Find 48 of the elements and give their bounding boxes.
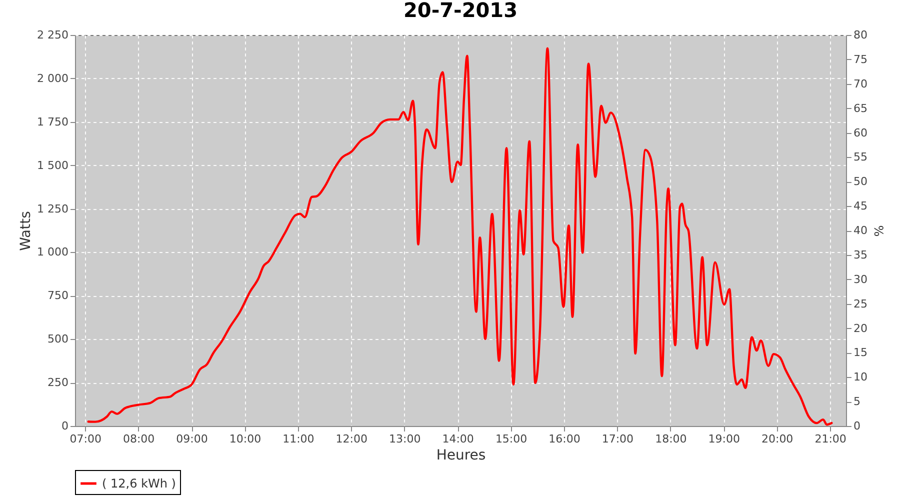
x-axis-title: Heures: [436, 448, 486, 464]
x-tick-label: 20:00: [761, 432, 794, 446]
line-series: [87, 47, 833, 426]
y-tick-label: 0: [62, 420, 68, 432]
y-tick-label: 1 250: [37, 202, 68, 216]
x-tick-label: 19:00: [708, 432, 740, 446]
y-tick-label: 250: [48, 376, 68, 390]
y2-tick-label: 30: [854, 272, 868, 286]
x-tick-label: 07:00: [70, 432, 102, 446]
legend-label: ( 12,6 kWh ): [102, 476, 176, 490]
y2-axis-title: %: [871, 225, 886, 237]
chart-title: 20-7-2013: [403, 0, 518, 22]
y2-tick-label: 50: [854, 175, 868, 188]
x-tick-label: 15:00: [495, 432, 528, 446]
x-tick-label: 14:00: [442, 432, 474, 446]
x-tick-label: 17:00: [602, 432, 634, 446]
y2-tick-label: 45: [854, 200, 868, 213]
y2-tick-label: 35: [854, 248, 868, 262]
y-axis-title: Watts: [18, 211, 34, 251]
y-tick-label: 2 000: [37, 72, 68, 85]
x-tick-label: 21:00: [814, 432, 846, 446]
y-tick-label: 2 250: [37, 28, 68, 42]
x-tick-label: 18:00: [655, 432, 687, 446]
y-tick-label: 1 750: [37, 115, 68, 128]
x-tick-label: 13:00: [389, 432, 421, 446]
y2-tick-label: 5: [854, 395, 860, 408]
x-tick-label: 08:00: [122, 432, 155, 446]
x-tick-label: 12:00: [336, 432, 368, 446]
y2-tick-label: 15: [854, 346, 868, 360]
y2-tick-label: 60: [854, 126, 868, 140]
y2-tick-label: 0: [854, 420, 860, 432]
y-tick-label: 1 000: [37, 246, 68, 259]
y2-tick-label: 80: [854, 28, 868, 42]
y2-tick-label: 65: [854, 102, 868, 115]
x-tick-label: 16:00: [548, 432, 580, 446]
y2-tick-label: 25: [854, 297, 868, 310]
y2-tick-label: 70: [854, 77, 868, 90]
x-tick-label: 09:00: [176, 432, 208, 446]
y-tick-label: 1 500: [37, 158, 68, 172]
y-tick-label: 750: [48, 289, 68, 302]
x-tick-label: 10:00: [229, 432, 262, 446]
y2-tick-label: 55: [854, 150, 868, 164]
x-tick-label: 11:00: [282, 432, 314, 446]
y2-tick-label: 75: [854, 52, 868, 66]
y-tick-label: 500: [48, 332, 68, 346]
y2-tick-label: 10: [854, 370, 868, 384]
y2-tick-label: 20: [854, 322, 868, 335]
y2-tick-label: 40: [854, 224, 868, 237]
